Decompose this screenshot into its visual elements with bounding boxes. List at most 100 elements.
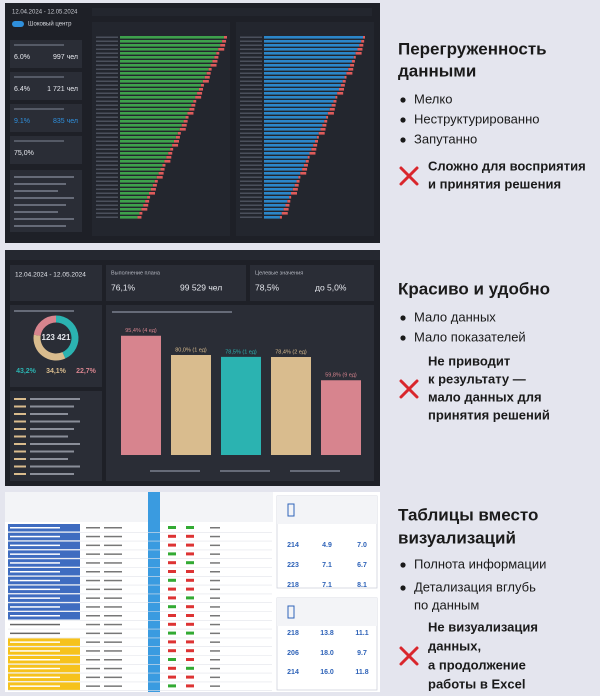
table-cell: 214 (287, 542, 299, 549)
text-line (96, 136, 118, 138)
icon (287, 503, 295, 517)
dense-bar (264, 48, 358, 51)
dense-bar (120, 140, 174, 143)
dense-bar (218, 48, 225, 51)
dense-bar (183, 120, 188, 123)
text-line (240, 176, 262, 178)
text-line (240, 204, 262, 206)
text-line (96, 124, 118, 126)
dense-bar (264, 144, 314, 147)
text-line (96, 84, 118, 86)
verdict-text: Не визуализация (428, 619, 538, 634)
dense-bar (264, 212, 282, 215)
bullet-dot (400, 117, 406, 123)
text-line (210, 685, 220, 687)
text-line (10, 650, 60, 652)
dense-bar (357, 48, 363, 51)
text-line (30, 435, 68, 438)
dense-bar (264, 188, 293, 191)
text-line (10, 676, 60, 679)
text-line (86, 544, 100, 547)
dense-bar (120, 92, 198, 95)
dense-bar (264, 72, 347, 75)
dense-bar (170, 148, 174, 151)
text-line (96, 116, 118, 118)
text-line (240, 136, 262, 138)
flag (186, 596, 194, 600)
info-card (10, 265, 102, 301)
text-line (10, 659, 60, 661)
text-line (240, 192, 262, 194)
dense-bar (120, 100, 194, 103)
dense-bar (264, 168, 303, 171)
text-line (104, 597, 122, 599)
dense-bar (264, 104, 332, 107)
dense-bar (355, 52, 362, 55)
dense-bar (353, 56, 356, 59)
date-range: 12.04.2024 - 12.05.2024 (12, 10, 78, 16)
dense-bar (120, 148, 171, 151)
text-line (96, 184, 118, 186)
text-line (210, 676, 220, 679)
table-cell: 4.9 (322, 542, 332, 549)
dense-bar (200, 84, 204, 87)
text-line (96, 140, 118, 142)
text-line (96, 188, 118, 190)
dense-bar (264, 36, 363, 39)
table-cell: 7.1 (322, 562, 332, 569)
text-line (240, 124, 262, 126)
dense-bar (158, 172, 164, 175)
table-cell: 18.0 (320, 650, 334, 657)
dense-bar (264, 176, 299, 179)
text-line (14, 405, 26, 408)
dense-bar (346, 72, 353, 75)
text-line (14, 225, 66, 227)
dense-bar (298, 176, 301, 179)
flag (186, 526, 194, 529)
text-line (96, 40, 118, 42)
text-line (240, 80, 262, 82)
text-line (14, 204, 66, 206)
text-line (210, 623, 220, 626)
table-cell: 214 (287, 669, 299, 676)
bar-label: 95,4% (4 ед) (125, 328, 157, 334)
flag (168, 605, 176, 609)
dense-bar (224, 36, 227, 39)
dense-bar (120, 196, 148, 199)
block-header (277, 496, 377, 524)
dense-bar (147, 196, 151, 199)
dense-bar (264, 192, 291, 195)
dense-bar (264, 96, 336, 99)
dense-bar (120, 104, 192, 107)
dense-bar (120, 204, 144, 207)
dense-bar (120, 180, 155, 183)
dense-bar (350, 64, 355, 67)
dense-bar (294, 184, 299, 187)
text-line (96, 208, 118, 210)
text-line (96, 56, 118, 58)
dense-bar (120, 192, 149, 195)
flag (168, 649, 176, 653)
dense-bar (264, 60, 352, 63)
verdict-text: Сложно для восприятия (428, 158, 586, 173)
text-line (240, 212, 262, 214)
dense-bar (292, 188, 298, 191)
dense-bar (339, 88, 344, 91)
donut-label: 22,7% (76, 368, 97, 375)
flag (186, 684, 194, 688)
dense-bar (264, 44, 360, 47)
card-caption (14, 140, 64, 142)
dense-bar (264, 100, 334, 103)
dense-bar (348, 68, 354, 71)
text-line (14, 473, 26, 475)
text-line (96, 204, 118, 206)
dense-bar (264, 76, 345, 79)
text-line (104, 606, 122, 608)
dense-bar (120, 156, 167, 159)
donut-label: 34,1% (46, 368, 67, 375)
bullet-dot (400, 335, 406, 341)
flag (186, 649, 194, 653)
text-line (96, 72, 118, 74)
kpi-value: 6.0% (14, 54, 30, 61)
text-line (14, 211, 58, 213)
